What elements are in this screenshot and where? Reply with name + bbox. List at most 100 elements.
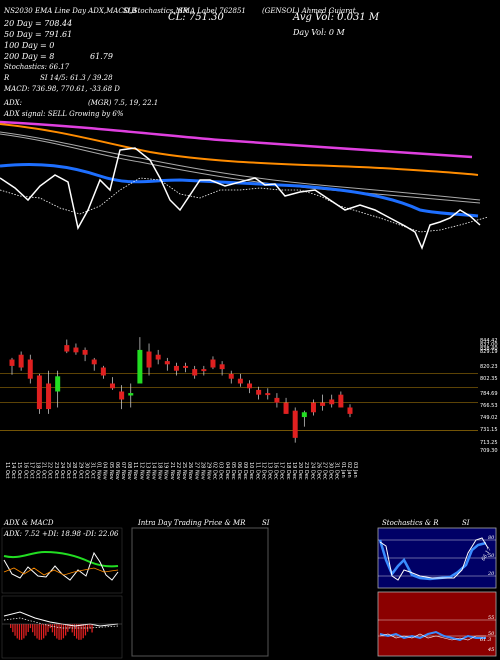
price-axis-label: 713.25	[480, 440, 498, 446]
macd-histogram-bar	[25, 624, 27, 636]
ma100-label: 100 Day = 0	[4, 41, 55, 50]
macd-histogram-bar	[56, 624, 58, 639]
date-label: 16 Oct	[22, 462, 28, 479]
macd-histogram-bar	[78, 624, 80, 640]
stochastics-label: Stochastics: 66.17	[4, 63, 70, 71]
candle-body	[329, 399, 335, 405]
macd-histogram-bar	[36, 624, 38, 639]
date-label: 12 Dec	[260, 462, 266, 480]
date-label: 29 Oct	[77, 462, 83, 479]
macd-histogram-bar	[34, 624, 36, 636]
date-label: 28 Oct	[71, 462, 77, 479]
macd-histogram-bar	[80, 624, 82, 640]
macd-histogram-bar	[51, 624, 54, 633]
candle-body	[137, 349, 143, 384]
date-label: 11 Nov	[132, 462, 138, 480]
date-label: 31 Oct	[89, 462, 95, 479]
date-label: 22 Oct	[47, 462, 53, 479]
date-label: 06 Dec	[236, 462, 242, 480]
candle-body	[265, 393, 271, 396]
candle-body	[320, 402, 326, 406]
candle-body	[155, 354, 161, 360]
candle-body	[36, 375, 42, 410]
macd-histogram-bar	[91, 624, 93, 633]
date-label: 23 Dec	[303, 462, 309, 480]
macd-histogram-bar	[62, 624, 65, 639]
candle-body	[100, 367, 106, 376]
rsi-blue-line	[379, 630, 486, 642]
macd-histogram-bar	[43, 624, 45, 639]
ma-grey-line-1	[0, 131, 481, 201]
macd-histogram-bar	[84, 624, 87, 636]
candle-body	[292, 410, 298, 438]
price-axis-label: 766.53	[480, 403, 498, 409]
stoch-white-line	[379, 537, 489, 581]
candle-body	[64, 345, 70, 352]
stochastics-title: Stochastics & R	[382, 519, 439, 527]
macd-dotted-line	[3, 617, 119, 629]
price-axis-label: 838.40	[480, 346, 498, 352]
macd-histogram-bar	[58, 624, 60, 640]
macd-label: MACD: 736.98, 770.61, -33.68 D	[4, 85, 120, 93]
date-label: 27 Dec	[321, 462, 327, 480]
macd-histogram-bar	[65, 624, 67, 636]
date-label: 21 Oct	[41, 462, 47, 479]
adx-panel-values: ADX: 7.52 +DI: 18.98 -DI: 22.06	[4, 530, 119, 538]
day-volume: Day Vol: 0 M	[293, 28, 345, 37]
stoch-blue-line	[378, 539, 487, 581]
ma-blue-line	[0, 162, 479, 218]
date-label: 18 Oct	[35, 462, 41, 479]
ma-grey-line-2	[0, 133, 481, 204]
candle-body	[46, 383, 52, 410]
candle-body	[192, 369, 198, 376]
macd-histogram-bar	[82, 624, 84, 639]
date-label: 31 Dec	[334, 462, 340, 480]
date-label: 01 Jan	[340, 462, 346, 478]
date-label: 13 Nov	[144, 462, 150, 480]
macd-histogram-bar	[29, 624, 32, 629]
date-label: 03 Jan	[352, 462, 358, 478]
macd-histogram-bar	[16, 624, 18, 639]
macd-histogram-bar	[89, 624, 91, 629]
date-label: 19 Dec	[291, 462, 297, 480]
adx-values: (MGR) 7.5, 19, 22.1	[88, 99, 159, 107]
ma-orange-line	[0, 123, 479, 176]
adx-green-line	[3, 550, 119, 568]
date-label: 16 Dec	[273, 462, 279, 480]
macd-histogram-bar	[45, 624, 47, 636]
macd-histogram-bar	[69, 624, 71, 629]
price-axis-label: 784.69	[480, 391, 498, 397]
date-label: 28 Nov	[199, 462, 205, 480]
candle-body	[164, 361, 170, 365]
close-price: CL: 751.30	[168, 12, 224, 23]
candle-body	[210, 359, 216, 368]
date-label: 12 Nov	[138, 462, 144, 480]
rsi-label: R	[4, 74, 10, 82]
ma-magenta-line	[0, 120, 473, 159]
date-label: 23 Oct	[53, 462, 59, 479]
candle-body	[146, 351, 152, 368]
date-label: 05 Nov	[108, 462, 114, 480]
candle-body	[201, 369, 207, 372]
macd-histogram-bar	[32, 624, 34, 633]
avg-volume: Avg Vol: 0.031 M	[293, 12, 380, 23]
adx-orange-line	[3, 567, 119, 576]
date-label: 15 Oct	[16, 462, 22, 479]
price-axis-label: 802.35	[480, 376, 498, 382]
company-name: (GENSOL) Ahmed Gujarat	[262, 7, 356, 15]
macd-histogram-bar	[60, 624, 62, 640]
date-label: 11 Dec	[254, 462, 260, 480]
stoch-tick-20: 20	[488, 571, 495, 577]
intraday-panel-frame	[131, 527, 269, 657]
price-axis-label: 820.23	[480, 364, 498, 370]
rsi-white-line	[379, 633, 486, 641]
intraday-title: Intra Day Trading Price & MR	[138, 519, 246, 527]
date-label: 09 Dec	[242, 462, 248, 480]
price-axis-label: 844.42	[480, 338, 498, 344]
price-axis-label: 749.02	[480, 415, 498, 421]
macd-histogram-bar	[76, 624, 78, 639]
date-label: 24 Dec	[309, 462, 315, 480]
date-label: 11 Oct	[4, 462, 10, 479]
candle-body	[73, 347, 79, 353]
adx-signal: ADX signal: SELL Growing by 6%	[4, 110, 124, 118]
